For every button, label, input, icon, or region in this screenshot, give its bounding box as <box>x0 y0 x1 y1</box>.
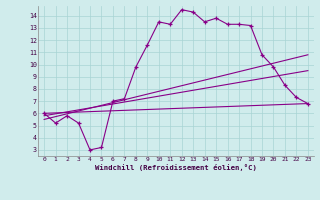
X-axis label: Windchill (Refroidissement éolien,°C): Windchill (Refroidissement éolien,°C) <box>95 164 257 171</box>
